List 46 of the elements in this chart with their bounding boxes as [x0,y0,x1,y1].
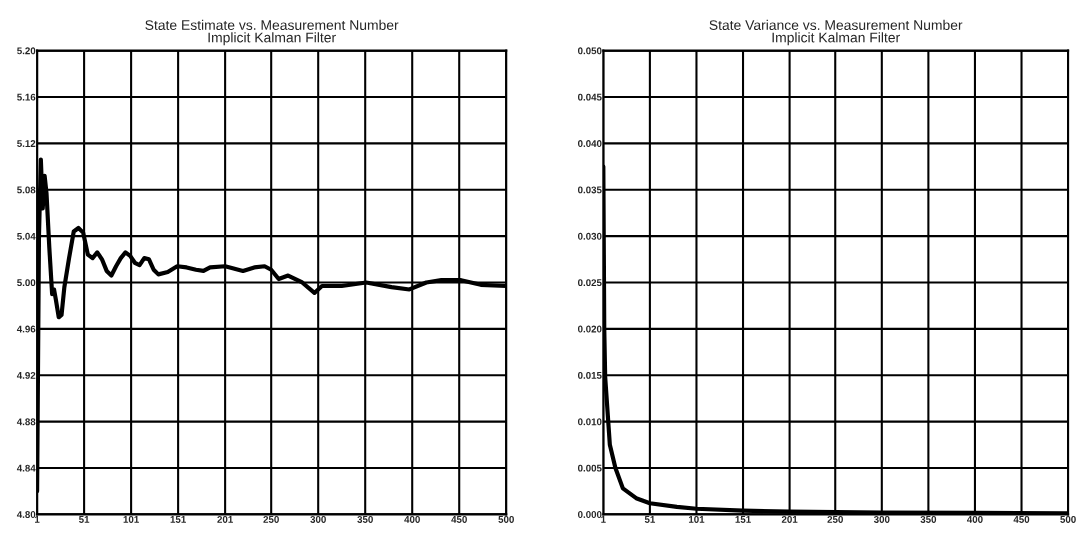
x-tick-label: 300 [873,515,890,523]
y-tick-label: 0.015 [577,371,602,379]
y-tick-label: 0.025 [577,279,602,287]
y-tick-label: 0.045 [577,93,602,101]
y-tick-label: 5.16 [17,93,36,101]
y-tick-label: 4.96 [16,325,36,333]
x-tick-label: 151 [735,516,751,523]
x-tick-label: 201 [217,515,233,523]
y-tick-label: 0.040 [577,140,602,147]
x-tick-label: 450 [451,515,467,523]
x-tick-label: 51 [644,516,656,523]
x-tick-label: 201 [781,515,798,523]
x-tick-label: 500 [498,515,514,523]
y-tick-label: 0.010 [577,418,602,426]
y-tick-label: 0.035 [577,186,602,194]
chart-title: State Variance vs. Measurement Number Implicit Kalman Filter [709,19,963,46]
y-tick-label: 0.050 [577,47,602,55]
x-tick-label: 101 [688,515,705,523]
y-tick-label: 0.000 [577,511,602,518]
x-tick-label: 400 [966,515,983,523]
chart-title: State Estimate vs. Measurement Number Implicit Kalman Filter [145,19,399,46]
x-tick-label: 500 [1060,515,1076,523]
y-tick-label: 5.12 [17,140,36,147]
x-tick-label: 350 [357,515,373,523]
x-tick-label: 250 [263,515,279,523]
y-tick-label: 5.08 [17,186,36,194]
y-tick-label: 0.020 [577,325,602,333]
y-tick-label: 4.92 [16,371,36,379]
x-tick-label: 400 [404,515,420,523]
x-tick-label: 300 [310,515,326,523]
x-tick-label: 350 [920,515,937,523]
x-tick-label: 1 [35,516,40,523]
x-tick-label: 450 [1013,515,1030,523]
y-tick-label: 4.88 [16,418,36,426]
x-tick-label: 51 [78,516,90,523]
y-tick-label: 4.80 [16,511,36,518]
y-tick-label: 5.04 [17,232,36,240]
y-tick-label: 4.84 [16,464,36,472]
x-tick-label: 151 [170,516,186,523]
y-tick-label: 5.00 [17,279,36,287]
y-tick-label: 0.030 [577,232,602,240]
y-tick-label: 0.005 [577,464,602,472]
x-tick-label: 1 [601,516,606,523]
x-tick-label: 101 [123,515,139,523]
x-tick-label: 250 [827,515,843,523]
y-tick-label: 5.20 [17,47,36,55]
